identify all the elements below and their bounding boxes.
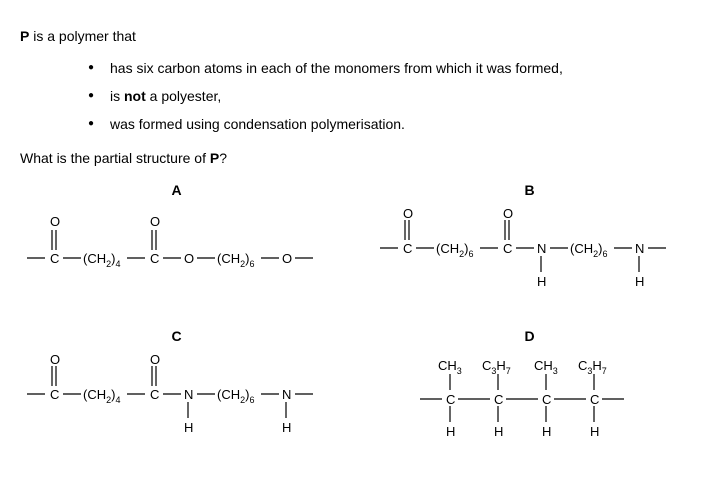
option-b-label: B	[373, 182, 686, 198]
option-a-label: A	[20, 182, 333, 198]
bullet-1: has six carbon atoms in each of the mono…	[20, 54, 686, 82]
option-d: D CH3	[373, 328, 686, 444]
svg-text:N: N	[537, 241, 546, 256]
svg-text:N: N	[635, 241, 644, 256]
svg-text:O: O	[150, 354, 160, 367]
svg-text:(CH2)6: (CH2)6	[217, 251, 254, 269]
svg-text:C: C	[403, 241, 412, 256]
svg-text:(CH2)4: (CH2)4	[83, 251, 120, 269]
svg-text:C: C	[150, 387, 159, 402]
svg-text:CH3: CH3	[534, 358, 558, 376]
svg-text:C3H7: C3H7	[482, 358, 511, 376]
option-a: A O C (CH2)4	[20, 182, 333, 298]
structure-c: O C (CH2)4 O C N H (CH2)6 N H	[27, 354, 327, 444]
svg-text:O: O	[184, 251, 194, 266]
svg-text:C: C	[503, 241, 512, 256]
svg-text:O: O	[503, 208, 513, 221]
svg-text:H: H	[446, 424, 455, 439]
svg-text:C3H7: C3H7	[578, 358, 607, 376]
question-p: P	[210, 150, 219, 166]
svg-text:O: O	[403, 208, 413, 221]
option-c: C O C (CH2)4 O C N	[20, 328, 333, 444]
svg-text:(CH2)4: (CH2)4	[83, 387, 120, 405]
bullet-3: was formed using condensation polymerisa…	[20, 110, 686, 138]
polymer-p: P	[20, 28, 29, 44]
structure-b: O C (CH2)6 O C N H (CH2)6 N H	[380, 208, 680, 298]
intro-rest: is a polymer that	[29, 28, 136, 44]
svg-text:O: O	[282, 251, 292, 266]
svg-text:C: C	[542, 392, 551, 407]
svg-text:O: O	[50, 214, 60, 229]
structure-a: O C (CH2)4 O C O (CH2)6 O	[27, 208, 327, 278]
structure-d: CH3 C3H7 CH3 C3H7 C C C C H H H H	[400, 354, 660, 444]
svg-text:H: H	[184, 420, 193, 435]
question-line: What is the partial structure of P?	[20, 150, 686, 166]
options-grid: A O C (CH2)4	[20, 182, 686, 444]
option-b: B O C (CH2)6 O C N	[373, 182, 686, 298]
svg-text:H: H	[635, 274, 644, 289]
svg-text:H: H	[282, 420, 291, 435]
svg-text:C: C	[50, 251, 59, 266]
svg-text:(CH2)6: (CH2)6	[570, 241, 607, 259]
svg-text:N: N	[184, 387, 193, 402]
question-suffix: ?	[219, 150, 227, 166]
criteria-list: has six carbon atoms in each of the mono…	[20, 54, 686, 138]
question-prefix: What is the partial structure of	[20, 150, 210, 166]
svg-text:C: C	[50, 387, 59, 402]
svg-text:H: H	[590, 424, 599, 439]
svg-text:H: H	[537, 274, 546, 289]
svg-text:C: C	[494, 392, 503, 407]
svg-text:C: C	[446, 392, 455, 407]
svg-text:H: H	[542, 424, 551, 439]
svg-text:N: N	[282, 387, 291, 402]
svg-text:(CH2)6: (CH2)6	[436, 241, 473, 259]
bullet-2-bold: not	[124, 88, 146, 104]
svg-text:(CH2)6: (CH2)6	[217, 387, 254, 405]
svg-text:CH3: CH3	[438, 358, 462, 376]
svg-text:O: O	[50, 354, 60, 367]
svg-text:C: C	[590, 392, 599, 407]
bullet-2: is not a polyester,	[20, 82, 686, 110]
svg-text:C: C	[150, 251, 159, 266]
option-d-label: D	[373, 328, 686, 344]
option-c-label: C	[20, 328, 333, 344]
svg-text:O: O	[150, 214, 160, 229]
intro-line: P is a polymer that	[20, 28, 686, 44]
svg-text:H: H	[494, 424, 503, 439]
